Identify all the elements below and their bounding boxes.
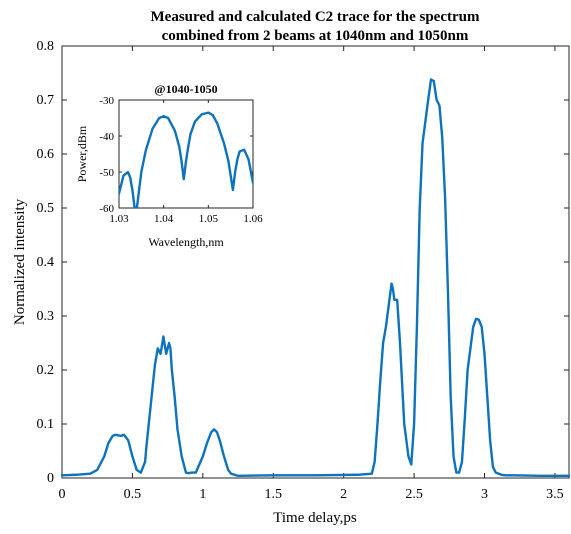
main-series-group bbox=[60, 78, 571, 478]
main-y-tick-label: 0.7 bbox=[37, 93, 55, 108]
main-x-tick-label: 0.5 bbox=[124, 487, 142, 502]
inset-series-group bbox=[119, 111, 253, 208]
main-x-tick-label: 3.5 bbox=[546, 487, 564, 502]
inset-title: @1040-1050 bbox=[154, 82, 217, 96]
inset-y-axis-label: Power,dBm bbox=[75, 125, 89, 182]
inset-plot-frame bbox=[118, 99, 254, 209]
inset-series-line bbox=[119, 111, 253, 208]
main-x-tick-label: 2 bbox=[340, 487, 347, 502]
chart-title: Measured and calculated C2 trace for the… bbox=[151, 9, 480, 25]
main-x-tick-label: 1 bbox=[199, 487, 206, 502]
main-x-tick-label: 1.5 bbox=[265, 487, 283, 502]
main-y-tick-label: 0.8 bbox=[37, 39, 55, 54]
inset-y-tick-label: -30 bbox=[99, 95, 114, 107]
inset-ticks: 1.03 1.04 1.05 1.06 -60 -50 -40 -30 bbox=[99, 95, 263, 225]
y-axis-label: Normalized intensity bbox=[12, 198, 28, 325]
inset-y-tick-label: -40 bbox=[99, 131, 114, 143]
x-axis-label: Time delay,ps bbox=[273, 510, 357, 526]
main-y-tick-label: 0.1 bbox=[37, 417, 55, 432]
main-series-line bbox=[60, 78, 571, 478]
inset-x-tick-label: 1.03 bbox=[109, 213, 129, 225]
main-y-tick-label: 0.5 bbox=[37, 201, 55, 216]
main-y-tick-label: 0.4 bbox=[37, 255, 55, 270]
main-ticks: 0 0.5 1 1.5 2 2.5 3 3.5 0 0.1 0.2 0.3 0.4 0.5 0.6 0.7 0.… bbox=[37, 39, 569, 502]
inset-x-tick-label: 1.05 bbox=[199, 213, 219, 225]
main-x-tick-label: 3 bbox=[481, 487, 488, 502]
main-y-tick-label: 0.3 bbox=[37, 309, 55, 324]
inset-x-tick-label: 1.06 bbox=[243, 213, 263, 225]
main-y-tick-label: 0.2 bbox=[37, 363, 55, 378]
inset-x-tick-label: 1.04 bbox=[154, 213, 174, 225]
inset-y-tick-label: -50 bbox=[99, 167, 114, 179]
main-x-tick-label: 2.5 bbox=[405, 487, 423, 502]
chart-subtitle: combined from 2 beams at 1040nm and 1050… bbox=[162, 28, 469, 44]
inset-y-tick-label: -60 bbox=[99, 203, 114, 215]
main-x-tick-label: 0 bbox=[59, 487, 66, 502]
main-y-tick-label: 0.6 bbox=[37, 147, 55, 162]
main-y-tick-label: 0 bbox=[47, 471, 54, 486]
inset-x-axis-label: Wavelength,nm bbox=[148, 235, 224, 249]
